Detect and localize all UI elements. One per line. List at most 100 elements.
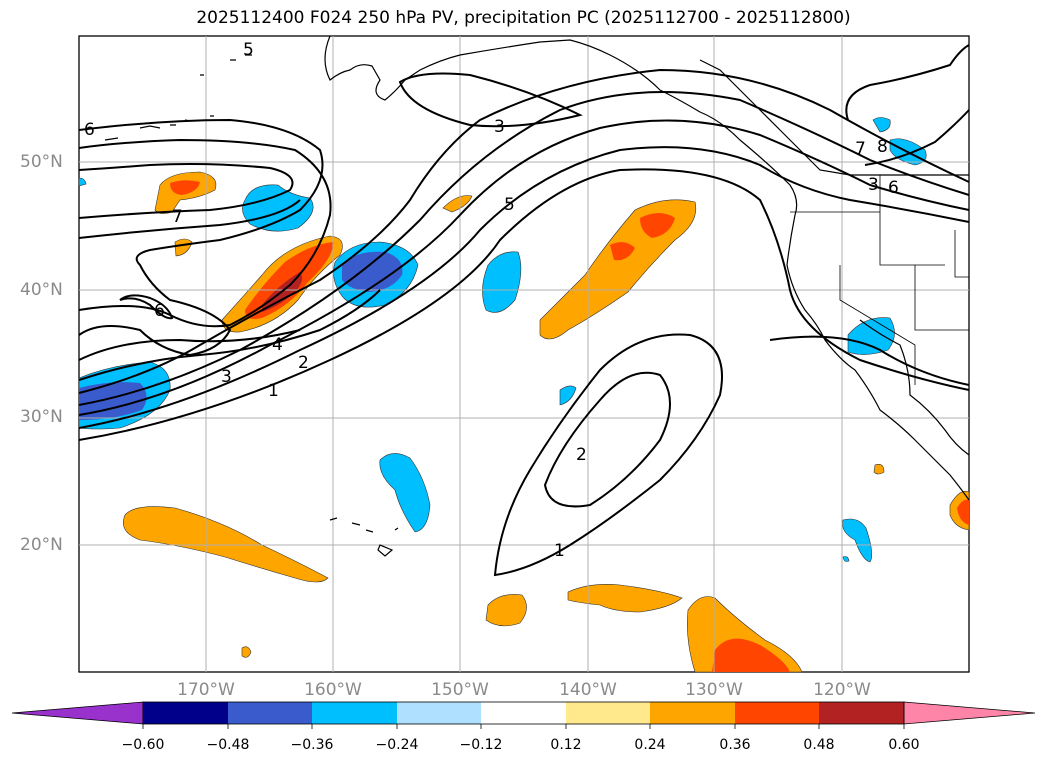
pv-contour [78, 146, 970, 429]
hawaii-islands [329, 517, 399, 557]
precip-positive-region [241, 646, 252, 658]
colorbar-tick-label: −0.48 [206, 737, 250, 753]
pv-contour [769, 335, 970, 386]
lon-label-120w: 120°W [813, 680, 871, 700]
precip-positive-region [873, 464, 885, 475]
state-borders [790, 175, 969, 385]
precip-negative-region [559, 385, 577, 406]
baja-coast [859, 319, 970, 456]
precip-negative-region [379, 453, 431, 533]
precip-shading [78, 117, 970, 673]
colorbar-segment [481, 702, 566, 724]
pv-contour [78, 329, 301, 361]
contour-label: 5 [243, 40, 254, 60]
lon-label-170w: 170°W [177, 680, 235, 700]
colorbar-tick-label: 0.48 [803, 737, 835, 753]
colorbar-segment [650, 702, 735, 724]
canada-coast [699, 59, 969, 176]
precip-strong-negative-region [342, 251, 403, 292]
precip-strong-region [610, 242, 635, 261]
pv-contour [78, 138, 332, 328]
colorbar-segment [735, 702, 819, 724]
precip-strong-region [640, 213, 675, 238]
map-title: 2025112400 F024 250 hPa PV, precipitatio… [196, 8, 851, 28]
colorbar-ticks [142, 724, 905, 729]
lon-label-160w: 160°W [304, 680, 362, 700]
contour-label: 2 [298, 353, 309, 373]
contour-labels: 5 6 7 3 5 6 4 3 2 1 7 8 3 6 2 1 [84, 40, 899, 561]
lon-label-140w: 140°W [559, 680, 617, 700]
precip-strong-region [712, 638, 790, 672]
colorbar-extend-high [903, 701, 1036, 725]
contour-label: 6 [888, 178, 899, 198]
precip-negative-region [842, 556, 850, 562]
pv-contour-closed-1 [493, 333, 723, 577]
colorbar [11, 701, 1036, 729]
precip-negative-region [482, 251, 522, 313]
colorbar-segment [819, 702, 904, 724]
colorbar-tick-label: −0.12 [459, 737, 503, 753]
colorbar-outline [142, 701, 905, 725]
lat-label-50n: 50°N [20, 152, 63, 172]
precip-negative-region [847, 317, 895, 355]
contour-label: 3 [868, 175, 879, 195]
pv-contour [78, 199, 301, 239]
precip-positive-region [123, 506, 329, 583]
colorbar-tick-label: 0.60 [888, 737, 920, 753]
pv-contour [78, 168, 970, 441]
colorbar-tick-label: 0.36 [719, 737, 751, 753]
colorbar-tick-label: −0.60 [121, 737, 165, 753]
colorbar-segment [228, 702, 312, 724]
coastlines [104, 35, 970, 557]
colorbar-segment [312, 702, 397, 724]
contour-label: 1 [554, 541, 565, 561]
lat-label-40n: 40°N [20, 280, 63, 300]
precip-negative-region [242, 184, 314, 232]
contour-label: 8 [877, 137, 888, 157]
lon-label-130w: 130°W [685, 680, 743, 700]
colorbar-tick-label: −0.36 [290, 737, 334, 753]
pv-contours [78, 44, 970, 577]
contour-label: 7 [855, 139, 866, 159]
contour-label: 6 [154, 301, 165, 321]
pv-contour-closed-3 [398, 72, 583, 128]
contour-label: 7 [172, 207, 183, 227]
precip-negative-region [872, 117, 891, 133]
colorbar-segment [397, 702, 481, 724]
contour-label: 1 [268, 381, 279, 401]
colorbar-tick-label: 0.24 [634, 737, 666, 753]
lat-label-30n: 30°N [20, 407, 63, 427]
pv-contour [864, 109, 970, 166]
north-america-west-coast [786, 214, 970, 501]
precip-negative-region [78, 177, 87, 187]
colorbar-tick-label: −0.24 [375, 737, 419, 753]
contour-label: 4 [272, 335, 283, 355]
pv-contour-closed-6 [119, 294, 174, 320]
contour-label: 5 [504, 195, 515, 215]
pv-contour [78, 119, 970, 416]
pv-contour [78, 68, 970, 394]
precip-strong-negative-region [79, 382, 147, 420]
precip-positive-region [442, 195, 473, 213]
pv-contour [78, 289, 381, 381]
contour-label: 3 [221, 367, 232, 387]
colorbar-extend-low [11, 701, 144, 725]
pv-contour [845, 44, 970, 121]
colorbar-segment [143, 702, 228, 724]
precip-strong-region [957, 499, 969, 525]
lat-label-20n: 20°N [20, 535, 63, 555]
pv-contour-closed-2 [543, 371, 671, 508]
precip-positive-region [485, 594, 527, 627]
precip-negative-region [842, 518, 873, 563]
pv-contour [78, 163, 294, 219]
map-panel: 5 6 7 3 5 6 4 3 2 1 7 8 3 6 2 1 [78, 35, 970, 673]
alaska-coast [324, 35, 798, 216]
precip-positive-region [567, 584, 683, 613]
colorbar-tick-label: 0.12 [550, 737, 582, 753]
contour-label: 2 [576, 445, 587, 465]
contour-label: 3 [494, 117, 505, 137]
precip-strong-region [170, 180, 200, 195]
graticule [79, 36, 969, 672]
lon-label-150w: 150°W [431, 680, 489, 700]
colorbar-segment [566, 702, 650, 724]
